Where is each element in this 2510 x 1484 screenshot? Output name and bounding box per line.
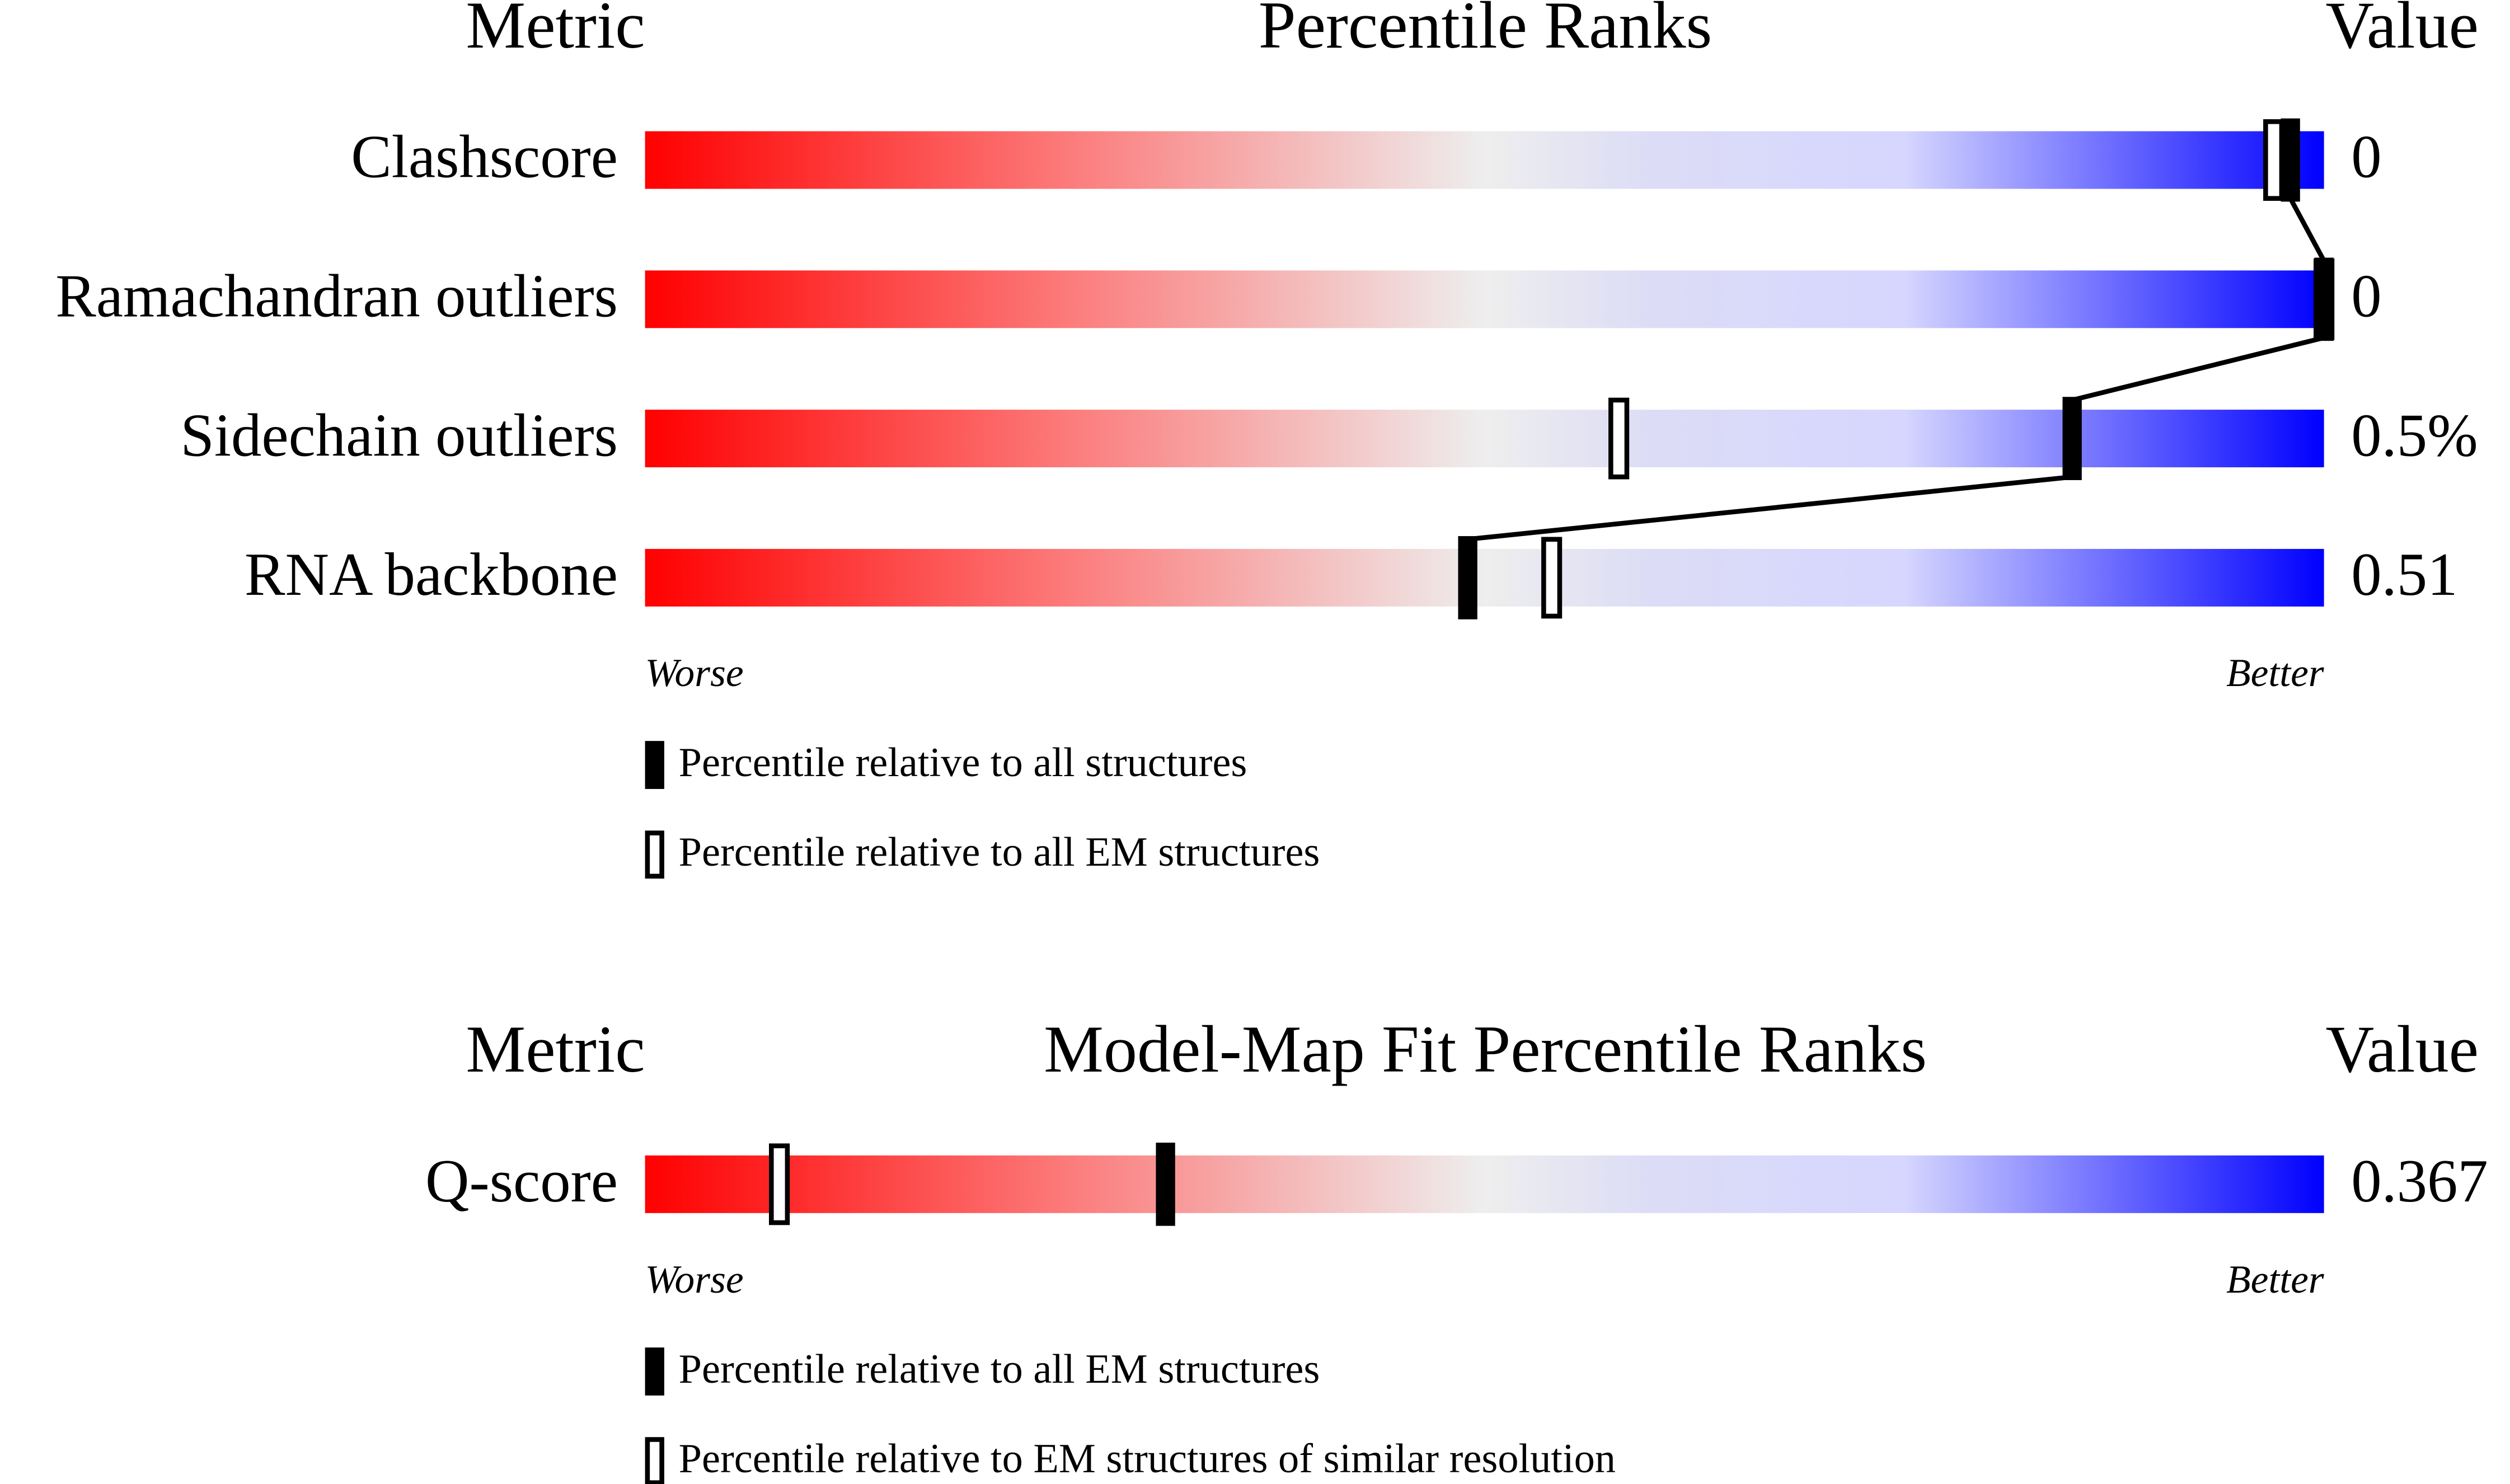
connector-line [1467, 474, 2073, 542]
value-label: 0 [2351, 262, 2381, 330]
metric-label: Clashscore [351, 123, 618, 191]
percentile-bar [645, 270, 2324, 328]
value-label: 0.367 [2351, 1147, 2488, 1215]
value-label: 0.5% [2351, 401, 2478, 469]
legend-marker-filled [645, 1347, 664, 1396]
connector-line [2288, 197, 2326, 262]
worse-label: Worse [645, 651, 744, 695]
legend-label: Percentile relative to EM structures of … [679, 1436, 1616, 1482]
better-label: Better [2226, 651, 2325, 695]
metric-label: RNA backbone [245, 541, 618, 608]
chart-title: Model-Map Fit Percentile Ranks [1044, 1012, 1927, 1086]
legend-label: Percentile relative to all structures [679, 740, 1247, 786]
legend-marker-open [645, 830, 664, 879]
legend-label: Percentile relative to all EM structures [679, 829, 1320, 875]
percentile-bar [645, 1155, 2324, 1213]
percentile-marker-filled [1156, 1142, 1175, 1226]
better-label: Better [2226, 1257, 2325, 1302]
value-header: Value [2325, 1012, 2478, 1086]
percentile-marker-open [769, 1143, 790, 1225]
percentile-bar [645, 548, 2324, 607]
legend-marker-open [645, 1437, 664, 1484]
percentile-marker-open [1541, 537, 1563, 619]
percentile-bar [645, 131, 2324, 189]
value-label: 0.51 [2351, 541, 2457, 608]
metric-label: Q-score [425, 1147, 618, 1215]
connector-line [2071, 335, 2325, 403]
percentile-bar [645, 410, 2324, 468]
legend-label: Percentile relative to all EM structures [679, 1346, 1320, 1392]
percentile-marker-open [2263, 119, 2284, 201]
metric-header: Metric [466, 1012, 645, 1086]
percentile-marker-open [1608, 397, 1630, 480]
metric-header: Metric [466, 0, 645, 62]
percentile-marker-filled [2281, 118, 2300, 202]
metric-label: Ramachandran outliers [55, 262, 618, 330]
chart-title: Percentile Ranks [1259, 0, 1713, 62]
value-label: 0 [2351, 123, 2381, 191]
percentile-marker-filled [2062, 397, 2082, 480]
metric-label: Sidechain outliers [180, 401, 618, 469]
value-header: Value [2325, 0, 2478, 62]
percentile-marker-filled [2314, 257, 2334, 341]
percentile-marker-filled [1458, 536, 1477, 619]
legend-marker-filled [645, 741, 664, 789]
worse-label: Worse [645, 1257, 744, 1302]
